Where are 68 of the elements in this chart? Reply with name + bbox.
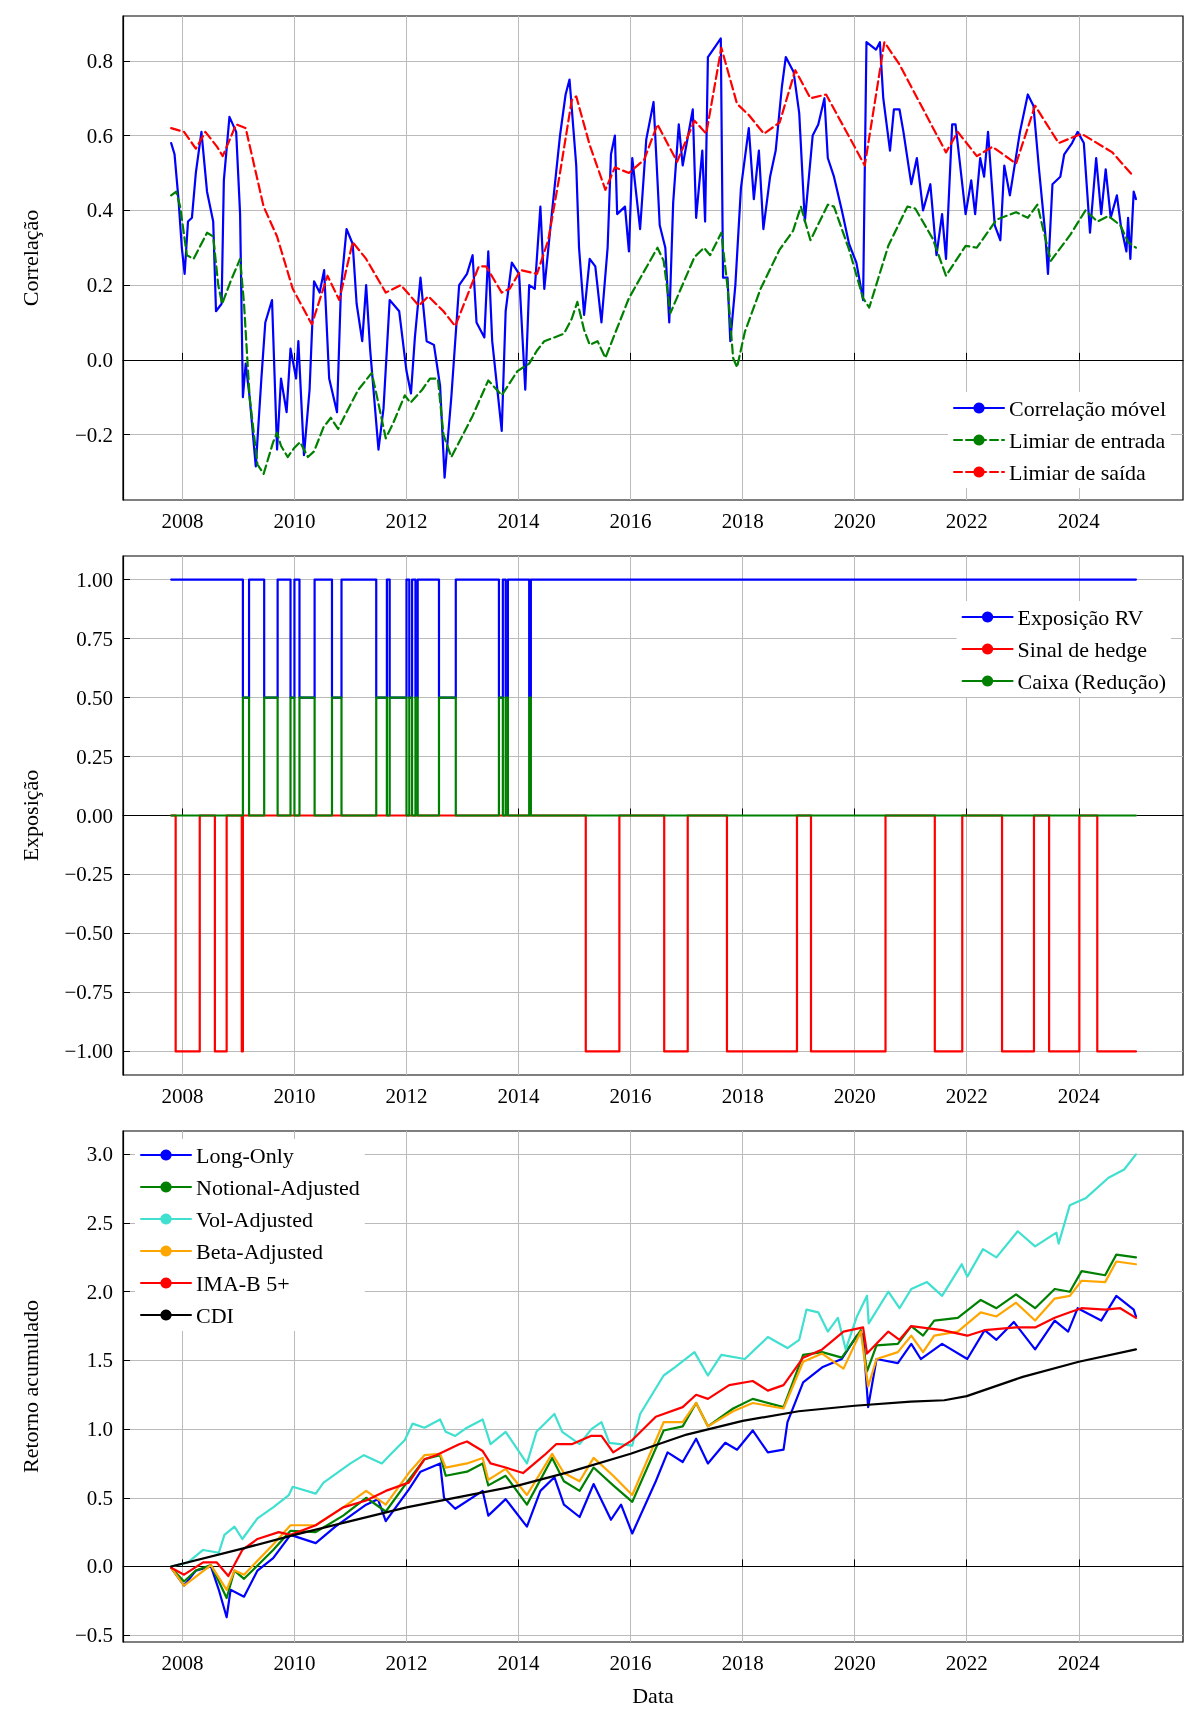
x-tick-label: 2014: [497, 1650, 541, 1675]
x-tick-label: 2014: [497, 1083, 541, 1108]
y-axis-title: Retorno acumulado: [17, 1300, 43, 1473]
y-tick-label: 0.2: [86, 273, 113, 298]
x-tick-label: 2010: [273, 1650, 316, 1675]
x-tick-label: 2024: [1057, 508, 1101, 533]
x-tick-label: 2008: [161, 1650, 204, 1675]
x-tick-label: 2024: [1057, 1650, 1101, 1675]
x-tick-label: 2016: [609, 508, 652, 533]
y-tick-label: 1.5: [86, 1348, 113, 1373]
x-tick-label: 2020: [833, 1083, 876, 1108]
y-tick-label: 0.5: [86, 1485, 113, 1510]
y-tick-label: 2.0: [86, 1279, 113, 1304]
x-tick-label: 2014: [497, 508, 541, 533]
legend-label: Limiar de entrada: [1009, 427, 1166, 453]
y-tick-label: −0.50: [64, 921, 113, 946]
x-tick-label: 2018: [721, 1083, 764, 1108]
x-tick-label: 2018: [721, 508, 764, 533]
legend-label: Correlação móvel: [1009, 395, 1167, 421]
x-tick-label: 2012: [385, 1650, 428, 1675]
x-tick-label: 2022: [945, 1650, 988, 1675]
x-tick-label: 2012: [385, 1083, 428, 1108]
legend-label: Notional-Adjusted: [196, 1174, 360, 1200]
y-axis-title: Exposição: [17, 769, 43, 862]
x-tick-label: 2020: [833, 508, 876, 533]
y-tick-label: −0.5: [74, 1623, 113, 1648]
legend-label: IMA-B 5+: [196, 1270, 290, 1296]
y-tick-label: 0.00: [76, 803, 113, 828]
line-series: [170, 41, 1135, 328]
x-tick-label: 2018: [721, 1650, 764, 1675]
y-tick-label: 3.0: [86, 1142, 113, 1167]
legend-label: Beta-Adjusted: [196, 1238, 324, 1264]
y-tick-label: 1.00: [76, 567, 113, 592]
legend-label: Limiar de saída: [1009, 459, 1147, 485]
x-tick-label: 2012: [385, 508, 428, 533]
y-tick-label: 0.50: [76, 685, 113, 710]
legend-label: Sinal de hedge: [1017, 636, 1148, 662]
y-tick-label: 0.8: [86, 48, 113, 73]
legend-label: CDI: [196, 1302, 234, 1328]
x-tick-label: 2020: [833, 1650, 876, 1675]
y-tick-label: 1.0: [86, 1417, 113, 1442]
x-tick-label: 2024: [1057, 1083, 1101, 1108]
y-tick-label: 0.75: [76, 626, 113, 651]
x-axis-title: Data: [632, 1682, 674, 1708]
y-tick-label: 0.4: [86, 198, 114, 223]
y-tick-label: 2.5: [86, 1211, 113, 1236]
x-tick-label: 2010: [273, 508, 316, 533]
legend-label: Caixa (Redução): [1017, 668, 1166, 694]
legend-label: Long-Only: [196, 1142, 294, 1168]
y-tick-label: −0.25: [64, 862, 113, 887]
y-tick-label: 0.6: [86, 123, 113, 148]
y-tick-label: −0.2: [74, 422, 113, 447]
y-tick-label: 0.0: [86, 1554, 113, 1579]
y-tick-label: −1.00: [64, 1039, 113, 1064]
legend-label: Vol-Adjusted: [196, 1206, 313, 1232]
y-axis-title: Correlação: [17, 209, 43, 307]
x-tick-label: 2008: [161, 1083, 204, 1108]
y-tick-label: 0.0: [86, 347, 113, 372]
y-tick-label: 0.25: [76, 744, 113, 769]
y-tick-label: −0.75: [64, 980, 113, 1005]
x-tick-label: 2022: [945, 1083, 988, 1108]
x-tick-label: 2010: [273, 1083, 316, 1108]
line-series: [170, 1307, 1138, 1578]
x-tick-label: 2022: [945, 508, 988, 533]
legend-label: Exposição RV: [1017, 604, 1144, 630]
x-tick-label: 2016: [609, 1083, 652, 1108]
x-tick-label: 2008: [161, 508, 204, 533]
x-tick-label: 2016: [609, 1650, 652, 1675]
